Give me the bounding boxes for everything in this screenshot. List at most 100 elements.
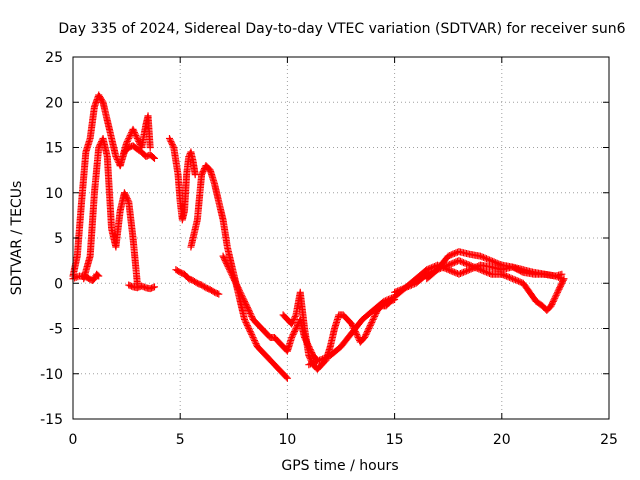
data-point [225,264,233,272]
data-point [123,137,131,145]
data-point [236,287,244,295]
data-point [191,171,199,179]
y-tick-label: -5 [49,322,63,338]
data-point [316,356,324,364]
data-point [463,260,471,268]
data-point [447,267,455,275]
data-point [95,272,103,280]
data-point [429,263,437,271]
data-point [353,332,361,340]
data-point [364,326,372,334]
data-point [361,334,369,342]
data-point [509,275,517,283]
data-point [322,354,330,362]
data-point [131,130,139,138]
data-point [223,261,231,269]
data-point [291,312,299,320]
data-point [95,144,103,151]
data-point [314,357,322,365]
series-track-13 [423,248,566,283]
data-point [306,353,314,361]
data-point [548,300,556,308]
data-point [447,260,455,268]
data-point [237,290,245,298]
data-point [482,255,490,263]
data-point [320,354,328,362]
series-track-9 [219,252,321,364]
data-point [366,321,374,329]
data-point [496,261,504,269]
data-point [362,331,370,339]
data-point [246,328,254,336]
data-point [150,283,158,291]
data-point [291,326,299,334]
y-tick-label: 5 [54,231,63,247]
data-point [168,140,176,148]
data-point [228,272,236,280]
y-tick-label: -10 [40,367,63,383]
data-point [223,260,231,268]
data-point [450,268,458,276]
x-axis-tick-labels: 0 5 10 15 20 25 [69,432,618,448]
series-track-10 [279,288,399,373]
series-track-1 [69,91,158,280]
data-point [238,291,246,299]
data-point [493,259,501,267]
data-point [363,329,371,337]
data-point [460,259,468,267]
data-point [553,290,561,298]
data-point [288,334,296,342]
series-track-4 [125,281,158,293]
data-point [467,265,475,273]
data-point [130,127,138,135]
data-point [242,318,250,326]
data-point [290,329,298,337]
data-point [365,325,373,332]
data-point [288,332,296,340]
data-point [90,275,98,283]
data-point [71,274,79,282]
data-point [125,134,133,142]
data-point [455,257,463,265]
data-point [469,264,477,272]
data-point [241,317,249,325]
data-point [226,267,234,275]
y-tick-label: 25 [45,50,63,66]
data-point [228,270,236,278]
data-point [213,290,221,298]
data-point [72,273,80,281]
data-point [248,332,256,340]
data-point [222,258,230,266]
data-point [482,268,490,276]
data-point [245,306,253,314]
data-point [461,268,469,276]
data-point [231,276,239,284]
data-point [463,267,471,275]
data-point [226,266,234,274]
data-point [168,139,176,147]
data-point [282,373,290,381]
data-point [122,192,130,200]
data-point [466,266,474,274]
data-point [241,297,249,305]
chart-title: Day 335 of 2024, Sidereal Day-to-day VTE… [58,21,625,37]
data-point [476,252,484,260]
series-track-5 [116,112,154,170]
data-point [288,318,296,326]
series-track-8 [187,162,291,382]
data-point [505,273,513,281]
data-point [309,359,317,367]
data-point [243,302,251,310]
data-point [551,294,559,302]
data-point [308,359,316,367]
data-point [239,294,247,302]
data-point [444,266,452,274]
x-tick-label: 15 [386,432,404,448]
data-point [166,136,174,144]
data-point [464,266,472,274]
data-point [125,133,133,141]
data-point [248,312,256,320]
data-point [486,256,494,264]
data-point [133,134,141,142]
data-point [289,331,297,339]
